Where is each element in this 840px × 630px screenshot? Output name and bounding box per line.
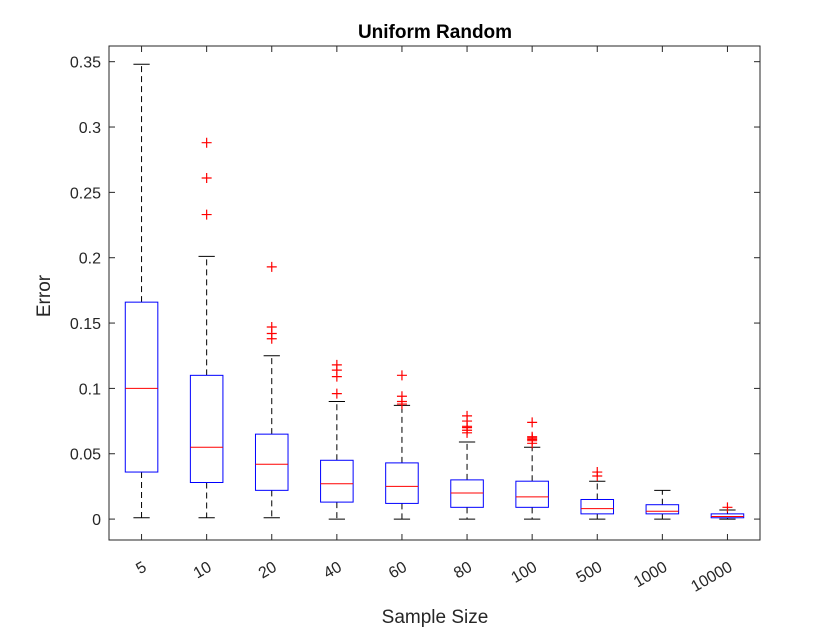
y-tick-label: 0.05 (70, 447, 101, 464)
outlier-marker (201, 172, 212, 183)
outlier-marker (527, 431, 538, 442)
outlier-marker (396, 391, 407, 402)
y-tick-label: 0.35 (70, 55, 101, 72)
y-tick-label: 0.1 (79, 381, 101, 398)
interquartile-box (189, 374, 224, 483)
outlier-marker (266, 321, 277, 332)
chart-title: Uniform Random (358, 22, 512, 43)
x-tick-label: 10 (191, 559, 215, 583)
box-20 (254, 261, 289, 519)
interquartile-box (124, 301, 159, 473)
outlier-marker (527, 417, 538, 428)
y-tick-label: 0.25 (70, 185, 101, 202)
box-100 (515, 417, 549, 520)
box-1000 (645, 489, 680, 520)
outlier-marker (266, 261, 277, 272)
interquartile-box (580, 498, 615, 515)
box-10000 (710, 502, 745, 520)
y-tick-label: 0.15 (70, 316, 101, 333)
box-80 (450, 410, 484, 520)
interquartile-box (450, 479, 484, 508)
box-10 (189, 137, 224, 519)
x-tick-label: 80 (451, 559, 475, 583)
box-500 (580, 467, 615, 520)
axes-frame (108, 45, 761, 541)
outlier-marker (462, 410, 473, 421)
y-tick-label: 0.2 (79, 251, 101, 268)
box-60 (385, 370, 419, 520)
interquartile-box (254, 433, 289, 491)
interquartile-box (515, 480, 549, 508)
y-tick-label: 0 (92, 512, 101, 529)
plot-area (108, 45, 761, 541)
interquartile-box (645, 504, 680, 515)
y-axis-ticks: 0 0.05 0.1 0.15 0.2 0.25 0.3 0.35 (70, 55, 760, 529)
outlier-marker (722, 502, 733, 513)
outlier-marker (201, 137, 212, 148)
outlier-marker (331, 359, 342, 370)
interquartile-box (710, 513, 745, 519)
interquartile-box (385, 462, 419, 504)
y-tick-label: 0.3 (79, 120, 101, 137)
x-axis-label: Sample Size (382, 607, 489, 628)
outlier-marker (201, 209, 212, 220)
x-tick-label: 20 (256, 559, 280, 583)
outlier-marker (396, 370, 407, 381)
outlier-marker (331, 388, 342, 399)
outlier-marker (592, 467, 603, 478)
box-40 (320, 359, 354, 520)
interquartile-box (320, 459, 354, 503)
x-tick-label: 60 (386, 559, 410, 583)
box-5 (124, 63, 159, 519)
y-axis-label: Error (34, 274, 55, 317)
x-tick-label: 40 (321, 559, 345, 583)
